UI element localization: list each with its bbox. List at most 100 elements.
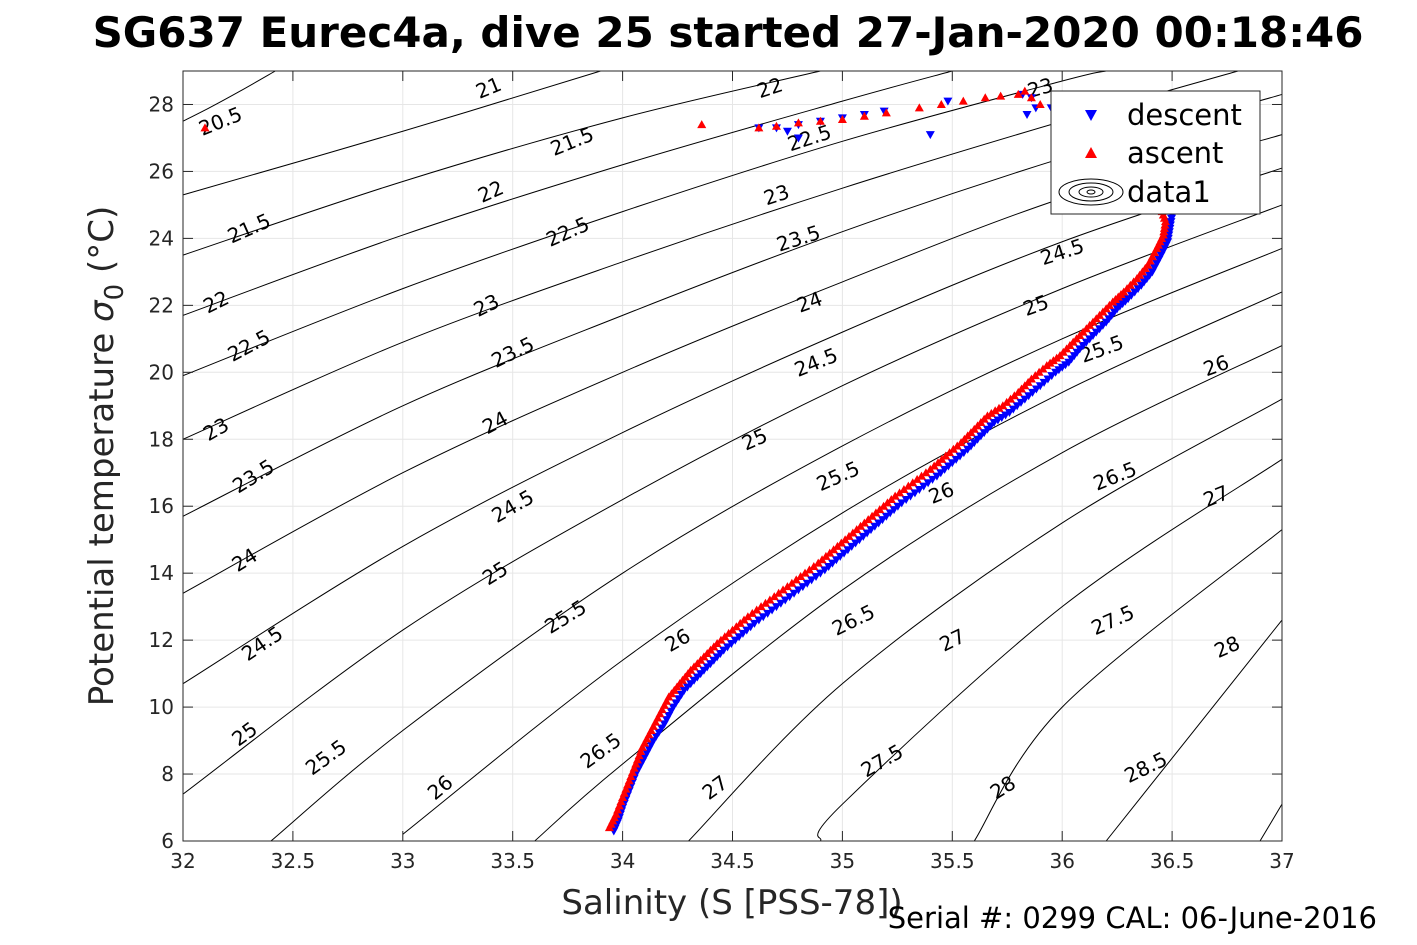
ascent-point [994, 403, 1004, 412]
ascent-point [662, 696, 672, 705]
y-tick-label: 26 [149, 159, 174, 183]
ascent-point [672, 682, 682, 691]
ascent-point [1140, 264, 1150, 273]
ascent-point [1150, 248, 1160, 257]
ascent-point [1078, 327, 1088, 336]
y-tick-label: 16 [149, 494, 174, 518]
ascent-point [871, 508, 881, 517]
descent-point [862, 529, 872, 538]
y-axis-label-sigma: σ [82, 299, 122, 322]
descent-point [666, 707, 676, 716]
x-tick-label: 34 [610, 849, 635, 873]
descent-point [715, 650, 725, 659]
ascent-point [958, 96, 968, 105]
ascent-point [966, 428, 976, 437]
ascent-point [771, 121, 781, 130]
x-tick-label: 35 [830, 849, 855, 873]
ascent-point [657, 705, 667, 714]
ascent-point [709, 642, 719, 651]
contour-line-29 [1259, 803, 1283, 842]
descent-point [925, 131, 935, 140]
descent-point [802, 579, 812, 588]
x-axis-label: Salinity (S [PSS-78]) [561, 883, 902, 923]
ascent-point [629, 763, 639, 772]
descent-point [1154, 255, 1164, 264]
descent-point [932, 472, 942, 481]
descent-point [815, 569, 825, 578]
y-axis-label-subscript: 0 [100, 284, 130, 301]
ascent-point [1157, 233, 1167, 242]
descent-point [839, 549, 849, 558]
descent-point [878, 516, 888, 525]
x-tick-label: 33.5 [490, 849, 535, 873]
ascent-point [626, 772, 636, 781]
descent-point [676, 691, 686, 700]
descent-point [943, 97, 953, 106]
ascent-point [996, 91, 1006, 100]
y-axis-label-unit: (°C) [82, 206, 122, 284]
x-tick-label: 32 [170, 849, 195, 873]
ascent-point [697, 120, 707, 129]
descent-point [1098, 321, 1108, 330]
descent-point [1145, 271, 1155, 280]
ascent-point [1104, 300, 1114, 309]
descent-point [858, 532, 868, 541]
ascent-point [621, 784, 631, 793]
y-tick-label: 22 [149, 293, 174, 317]
ascent-point [986, 408, 996, 417]
ascent-point [760, 598, 770, 607]
descent-point [798, 583, 808, 592]
ascent-point [825, 548, 835, 557]
descent-point [702, 663, 712, 672]
descent-point [820, 566, 830, 575]
x-tick-label: 36 [1049, 849, 1074, 873]
descent-point [793, 134, 803, 143]
y-tick-label: 28 [149, 92, 174, 116]
ascent-point [609, 813, 619, 822]
ascent-point [899, 484, 909, 493]
ascent-point [895, 488, 905, 497]
descent-point [889, 506, 899, 515]
ascent-point [791, 575, 801, 584]
y-tick-label: 18 [149, 427, 174, 451]
serial-calibration-footer: Serial #: 0299 CAL: 06-June-2016 [888, 901, 1377, 935]
contour-line-26 [402, 291, 1283, 835]
descent-point [914, 485, 924, 494]
ascent-point [747, 608, 757, 617]
descent-point [1016, 398, 1026, 407]
y-tick-label: 14 [149, 561, 174, 585]
ascent-point [800, 568, 810, 577]
ascent-point [648, 721, 658, 730]
descent-point [1085, 335, 1095, 344]
descent-point [1004, 408, 1014, 417]
descent-point [831, 556, 841, 565]
chart-title: SG637 Eurec4a, dive 25 started 27-Jan-20… [93, 8, 1364, 57]
descent-point [910, 489, 920, 498]
ascent-point [937, 454, 947, 463]
y-tick-label: 6 [161, 829, 174, 853]
ascent-point [912, 474, 922, 483]
ascent-point [756, 602, 766, 611]
contour-line-26.5 [534, 345, 1283, 842]
contour-line-27 [688, 398, 1283, 842]
descent-point [782, 127, 792, 136]
ascent-point [627, 767, 637, 776]
ascent-point [200, 123, 210, 132]
descent-point [847, 542, 857, 551]
descent-point [763, 609, 773, 618]
descent-point [843, 546, 853, 555]
ascent-point [1116, 289, 1126, 298]
ascent-point [659, 700, 669, 709]
ascent-point [1160, 220, 1170, 229]
descent-point [940, 465, 950, 474]
ascent-point [754, 123, 764, 132]
ascent-point [1129, 277, 1139, 286]
descent-point [726, 639, 736, 648]
ascent-point [936, 99, 946, 108]
x-tick-label: 34.5 [710, 849, 755, 873]
descent-point [901, 496, 911, 505]
contour-line-27.5 [817, 458, 1283, 842]
descent-point [854, 536, 864, 545]
contour-line-28 [973, 529, 1283, 842]
ascent-point [724, 628, 734, 637]
